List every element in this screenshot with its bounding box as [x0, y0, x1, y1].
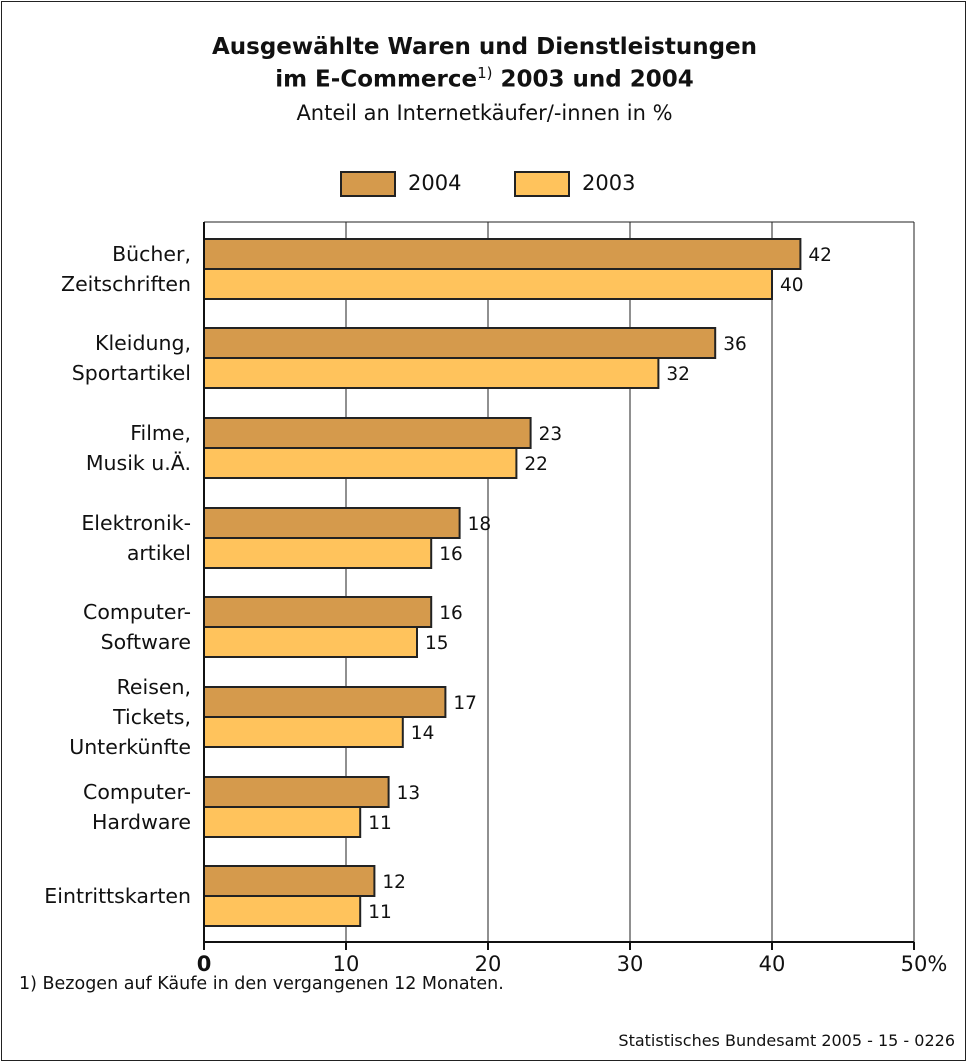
data-label: 18: [468, 514, 492, 535]
bar-2004: [203, 686, 447, 718]
bar-2004: [203, 776, 390, 808]
bar-2004: [203, 238, 802, 270]
category-label: Bücher,: [112, 242, 191, 266]
category-label: Eintrittskarten: [44, 884, 191, 908]
data-label: 42: [808, 245, 832, 266]
bar-2004: [203, 327, 717, 359]
bar-2003: [203, 716, 404, 748]
data-label: 14: [411, 723, 435, 744]
category-label: artikel: [127, 541, 191, 565]
bar-2003: [203, 895, 362, 927]
bar-2003: [203, 447, 518, 479]
bar-2003: [203, 806, 362, 838]
category-label: Computer-: [83, 600, 191, 624]
data-label: 16: [439, 603, 463, 624]
data-label: 40: [780, 275, 804, 296]
x-tick-label: 0: [197, 952, 212, 976]
category-label: Tickets,: [112, 705, 191, 729]
category-label: Computer-: [83, 780, 191, 804]
data-label: 12: [382, 872, 406, 893]
bar-2003: [203, 537, 433, 569]
footnote: 1) Bezogen auf Käufe in den vergangenen …: [19, 974, 504, 994]
data-label: 17: [453, 693, 477, 714]
bar-2004: [203, 865, 376, 897]
chart-subtitle: Anteil an Internetkäufer/-innen in %: [296, 101, 673, 125]
category-label: Filme,: [130, 421, 191, 445]
data-label: 36: [723, 334, 747, 355]
category-label: Software: [101, 630, 191, 654]
data-label: 16: [439, 544, 463, 565]
source-credit: Statistisches Bundesamt 2005 - 15 - 0226: [618, 1031, 955, 1050]
data-label: 13: [397, 783, 421, 804]
data-label: 32: [666, 364, 690, 385]
category-label: Zeitschriften: [61, 272, 191, 296]
x-tick-label: 40: [759, 952, 786, 976]
x-tick-label: 50%: [901, 952, 948, 976]
legend-label-2003: 2003: [582, 171, 636, 195]
title-text: im E-Commerce: [275, 66, 478, 93]
bar-2003: [203, 357, 660, 389]
bar-2003: [203, 268, 773, 300]
data-label: 23: [539, 424, 563, 445]
category-label: Musik u.Ä.: [86, 450, 191, 475]
category-label: Elektronik-: [81, 511, 191, 535]
bar-2004: [203, 596, 433, 628]
legend-swatch-2003: [514, 171, 570, 197]
data-label: 15: [425, 633, 449, 654]
data-label: 11: [368, 902, 392, 923]
category-label: Hardware: [92, 810, 191, 834]
data-label: 22: [524, 454, 548, 475]
bar-2004: [203, 507, 461, 539]
chart-title-line2: im E-Commerce1) 2003 und 2004: [0, 64, 969, 93]
category-label: Reisen,: [117, 675, 191, 699]
legend-label-2004: 2004: [408, 171, 462, 195]
x-tick-label: 10: [333, 952, 360, 976]
category-label: Unterkünfte: [69, 735, 191, 759]
title-footnote-mark: 1): [477, 64, 493, 82]
bar-2004: [203, 417, 532, 449]
legend-swatch-2004: [340, 171, 396, 197]
x-tick-label: 30: [617, 952, 644, 976]
data-label: 11: [368, 813, 392, 834]
title-years: 2003 und 2004: [492, 66, 694, 93]
bar-2003: [203, 626, 418, 658]
category-label: Kleidung,: [95, 331, 191, 355]
chart-title-line1: Ausgewählte Waren und Dienstleistungen: [211, 34, 758, 60]
category-label: Sportartikel: [72, 361, 191, 385]
x-tick-label: 20: [475, 952, 502, 976]
